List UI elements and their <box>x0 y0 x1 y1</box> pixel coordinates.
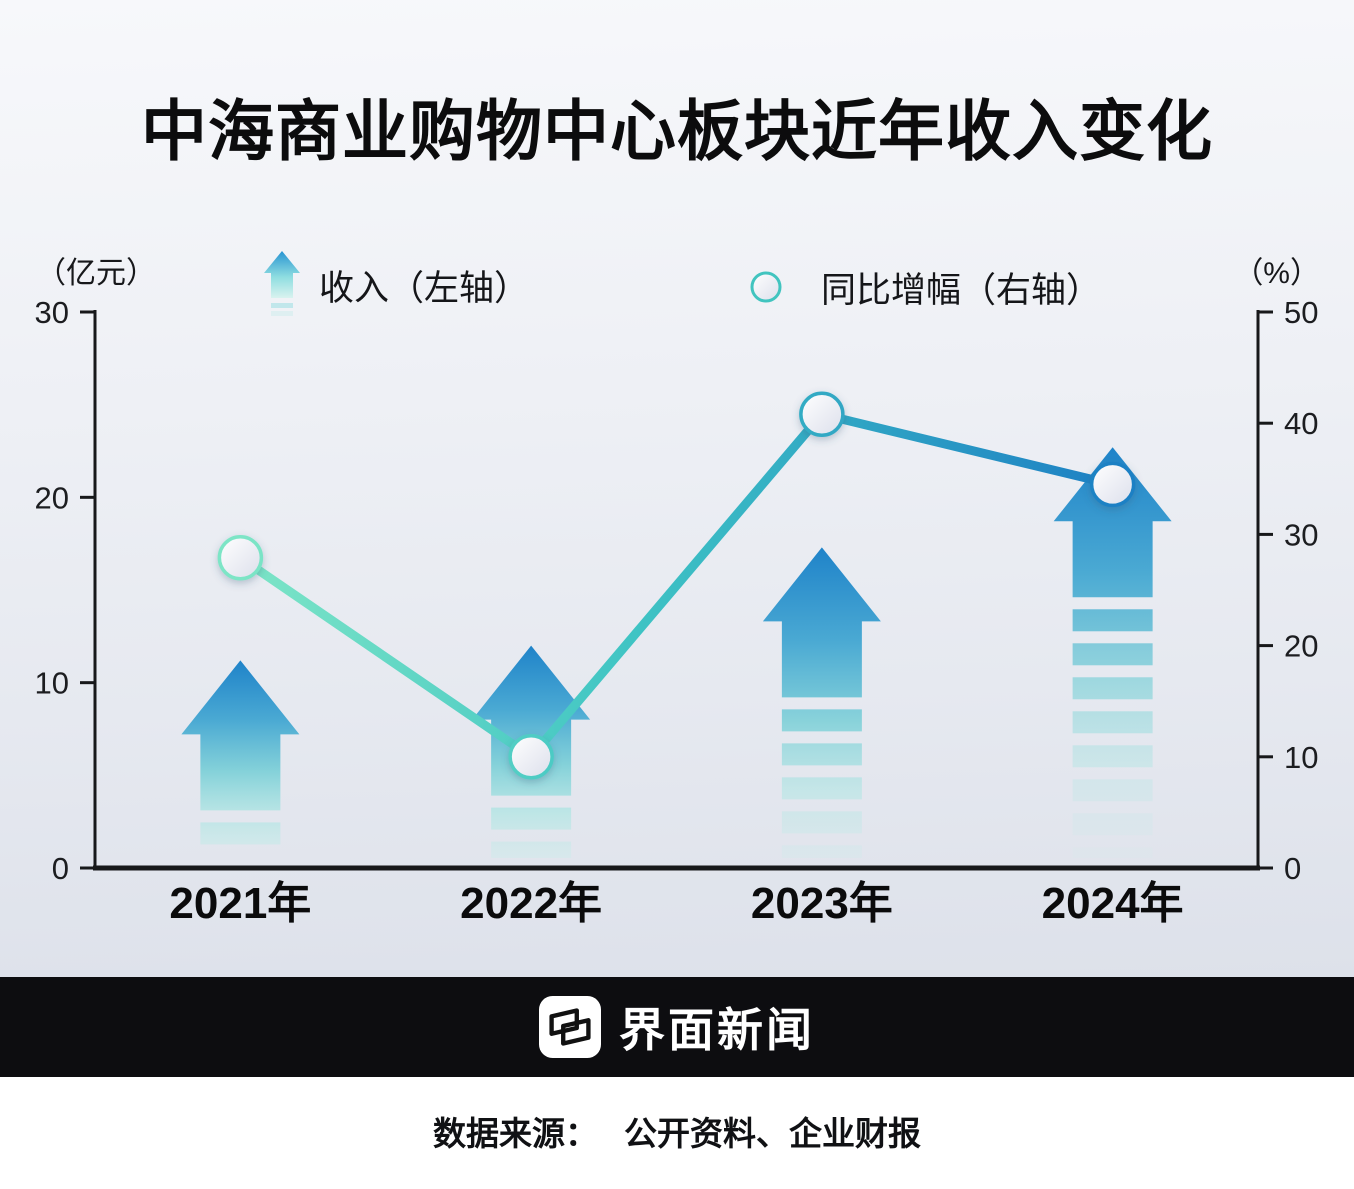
left-tick-label: 30 <box>35 295 69 330</box>
jiemian-logo-icon <box>539 996 601 1058</box>
right-tick-label: 10 <box>1284 740 1318 775</box>
bar-stripe <box>491 807 572 830</box>
bar-stripe <box>781 777 862 800</box>
brand-name: 界面新闻 <box>619 1004 815 1056</box>
right-tick-label: 0 <box>1284 851 1301 886</box>
right-tick-label: 30 <box>1284 517 1318 552</box>
bar-arrow <box>472 645 591 796</box>
growth-line <box>235 409 1118 762</box>
bar-2023年 <box>762 547 881 858</box>
bar-stripe <box>1072 643 1153 666</box>
bar-stripe <box>200 822 281 845</box>
brand: 界面新闻 <box>539 994 815 1060</box>
right-tick-label: 40 <box>1284 406 1318 441</box>
bar-stripe <box>781 811 862 834</box>
arrow-up-icon <box>264 251 300 316</box>
bar-2024年 <box>1053 447 1172 858</box>
left-tick-label: 10 <box>35 666 69 701</box>
source-row: 数据来源： 公开资料、企业财报 <box>433 1107 921 1155</box>
legend-label-growth: 同比增幅（右轴） <box>821 270 1102 310</box>
chart-area: 中海商业购物中心板块近年收入变化 （亿元） （%） 收入（左轴） <box>0 0 1354 977</box>
bar-stripe <box>1072 677 1153 700</box>
bar-stripe <box>781 709 862 732</box>
legend-item-growth: 同比增幅（右轴） <box>728 252 1101 322</box>
bar-stripe <box>1072 745 1153 768</box>
legend-label-revenue: 收入（左轴） <box>319 268 530 308</box>
chart-canvas: 0 10 20 30 0 10 20 30 40 50 2021年 2022年 2023年 2024年 <box>35 295 1319 928</box>
x-label-2022年: 2022年 <box>460 879 602 928</box>
bar-arrow <box>1053 447 1172 598</box>
source-label: 数据来源： <box>433 1115 598 1152</box>
left-tick-label: 0 <box>52 851 69 886</box>
page-title: 中海商业购物中心板块近年收入变化 <box>141 94 1213 168</box>
line-marker-icon <box>728 271 804 303</box>
right-axis-unit: （%） <box>1233 257 1320 290</box>
footer-brand-bar: 界面新闻 <box>0 977 1354 1077</box>
bar-stripe <box>1072 813 1153 836</box>
x-label-2024年: 2024年 <box>1042 879 1184 928</box>
bar-stripe <box>781 743 862 766</box>
bar-stripe <box>491 841 572 858</box>
footer-source: 数据来源： 公开资料、企业财报 <box>0 1077 1354 1189</box>
marker-2024年 <box>1089 461 1136 508</box>
legend-item-revenue: 收入（左轴） <box>262 250 529 320</box>
bar-stripe <box>781 845 862 858</box>
right-tick-label: 50 <box>1284 295 1318 330</box>
left-tick-label: 20 <box>35 480 69 515</box>
left-axis-unit: （亿元） <box>36 257 156 290</box>
bar-2022年 <box>472 645 591 858</box>
bar-2021年 <box>181 660 300 845</box>
marker-2021年 <box>217 535 264 581</box>
bar-arrow <box>762 547 881 698</box>
bar-stripe <box>1072 711 1153 734</box>
bar-stripe <box>1072 609 1153 632</box>
marker-2022年 <box>508 734 554 780</box>
bar-arrow <box>181 660 300 811</box>
bar-stripe <box>1072 847 1153 858</box>
right-tick-label: 20 <box>1284 629 1318 664</box>
bar-stripe <box>1072 779 1153 802</box>
marker-2023年 <box>799 391 845 438</box>
x-label-2021年: 2021年 <box>169 879 311 928</box>
source-value: 公开资料、企业财报 <box>624 1115 921 1152</box>
x-label-2023年: 2023年 <box>751 879 893 928</box>
